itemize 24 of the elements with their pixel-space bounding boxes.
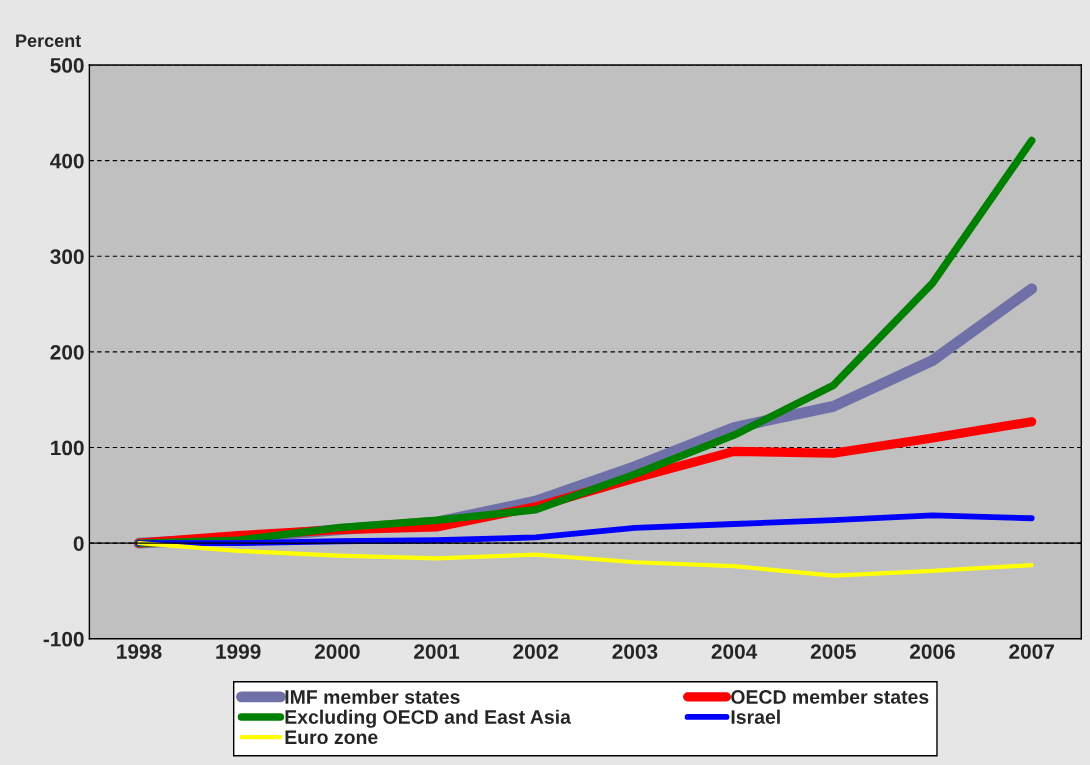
- line-series: [136, 541, 1034, 578]
- y-tick-label: 200: [50, 344, 84, 360]
- y-tick-label: 300: [50, 249, 84, 265]
- y-tick-label: 100: [51, 440, 84, 456]
- x-tick-label: 2003: [612, 644, 658, 659]
- y-tick-label: 400: [50, 153, 84, 169]
- x-tick-label: 2002: [513, 644, 559, 659]
- legend-label: IMF member states: [285, 689, 460, 704]
- x-tick-label: 2000: [314, 644, 360, 659]
- y-tick-label: -100: [43, 631, 84, 647]
- x-tick-label: 2006: [910, 644, 955, 659]
- y-tick-label: 500: [50, 58, 84, 73]
- y-tick-label: 0: [73, 536, 84, 551]
- x-tick-label: 2007: [1009, 644, 1054, 659]
- legend-label: OECD member states: [731, 689, 929, 704]
- x-tick-label: 2001: [414, 644, 460, 659]
- x-tick-label: 1999: [216, 644, 261, 659]
- x-tick-label: 2004: [711, 644, 758, 659]
- legend-label: Euro zone: [285, 730, 378, 745]
- x-tick-label: 1998: [117, 644, 162, 659]
- y-axis-title: Percent: [16, 34, 81, 48]
- x-tick-label: 2005: [810, 644, 856, 659]
- legend-label: Excluding OECD and East Asia: [285, 709, 572, 728]
- legend-label: Israel: [731, 709, 780, 724]
